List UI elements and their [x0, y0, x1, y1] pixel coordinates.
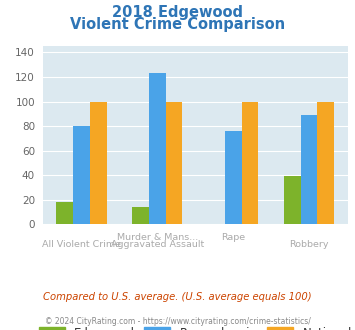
- Bar: [284, 177, 301, 224]
- Bar: [132, 207, 149, 224]
- Bar: [301, 115, 317, 224]
- Text: Violent Crime Comparison: Violent Crime Comparison: [70, 16, 285, 31]
- Text: © 2024 CityRating.com - https://www.cityrating.com/crime-statistics/: © 2024 CityRating.com - https://www.city…: [45, 317, 310, 326]
- Bar: [149, 73, 166, 224]
- Bar: [90, 102, 106, 224]
- Legend: Edgewood, Pennsylvania, National: Edgewood, Pennsylvania, National: [35, 323, 355, 330]
- Bar: [317, 102, 334, 224]
- Bar: [241, 102, 258, 224]
- Text: Murder & Mans...: Murder & Mans...: [117, 233, 198, 242]
- Bar: [56, 202, 73, 224]
- Text: Robbery: Robbery: [289, 240, 329, 249]
- Bar: [225, 131, 241, 224]
- Bar: [166, 102, 182, 224]
- Text: Aggravated Assault: Aggravated Assault: [111, 240, 204, 249]
- Text: All Violent Crime: All Violent Crime: [42, 240, 121, 249]
- Bar: [73, 126, 90, 224]
- Text: Rape: Rape: [221, 233, 245, 242]
- Text: Compared to U.S. average. (U.S. average equals 100): Compared to U.S. average. (U.S. average …: [43, 292, 312, 302]
- Text: 2018 Edgewood: 2018 Edgewood: [112, 5, 243, 20]
